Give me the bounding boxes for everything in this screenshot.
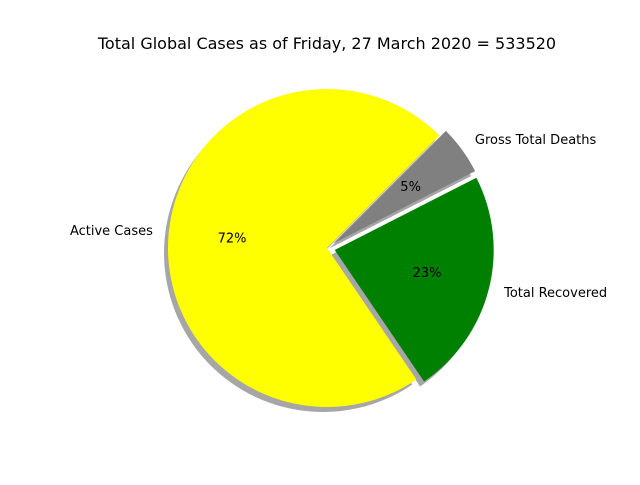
pie-percent-label-active-cases: 72%	[218, 232, 247, 247]
pie-slice-gross-total-deaths	[333, 130, 476, 244]
pie-slice-label-total-recovered: Total Recovered	[503, 286, 607, 301]
chart-title: Total Global Cases as of Friday, 27 Marc…	[97, 34, 556, 53]
pie-percent-label-total-recovered: 23%	[413, 266, 442, 281]
pie-percent-label-gross-total-deaths: 5%	[400, 180, 421, 195]
pie-slice-total-recovered	[334, 177, 494, 382]
pie-labels: 72% Active Cases 23% Total Recovered 5% Gross…	[70, 133, 607, 301]
pie-slice-label-gross-total-deaths: Gross Total Deaths	[475, 133, 597, 148]
pie-slice-label-active-cases: Active Cases	[70, 224, 153, 239]
pie-slices	[167, 88, 494, 407]
pie-slice-active-cases	[167, 88, 440, 407]
